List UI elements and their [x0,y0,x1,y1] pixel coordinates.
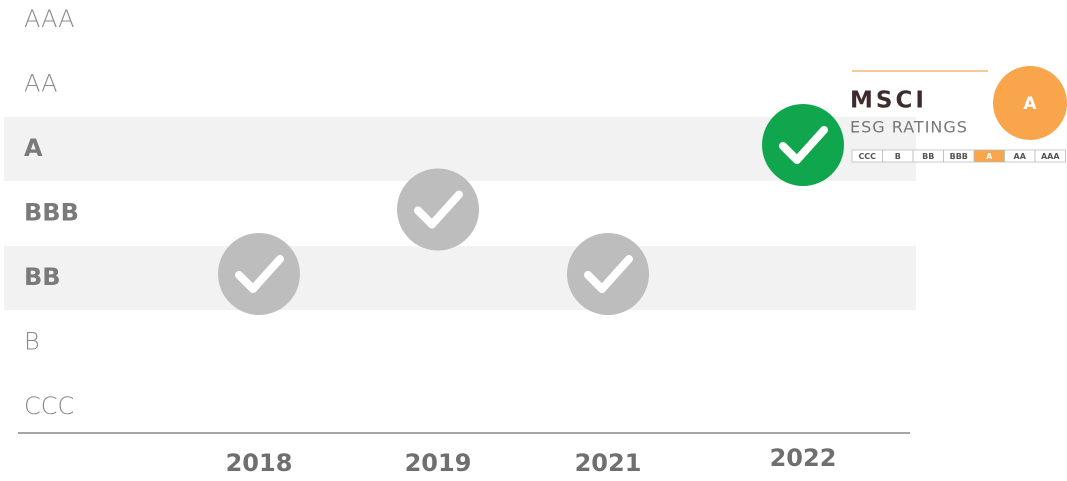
scale-label: CCC [858,152,876,161]
x-tick-label: 2018 [226,449,293,477]
scale-label: BB [922,152,934,161]
x-tick-label: 2019 [405,449,472,477]
scale-cell [1034,149,1066,163]
rating-label: BBB [24,199,79,227]
rating-dot [567,233,649,315]
check-icon [235,255,284,293]
check-icon [414,190,463,229]
rating-mark [762,104,844,186]
badge-brand: MSCI [850,88,927,114]
rating-label: A [24,134,43,162]
rating-label: CCC [24,392,74,420]
rating-label: BB [24,263,61,291]
x-tick-label: 2022 [770,444,837,472]
rating-dot [762,104,844,186]
rating-mark [218,233,300,315]
badge-subtitle: ESG RATINGS [850,118,968,137]
x-tick-label: 2021 [575,449,642,477]
rating-mark [567,233,649,315]
scale-label: B [895,152,901,161]
check-icon [779,126,828,164]
check-icon [584,255,633,293]
rating-label: B [24,328,40,356]
rating-dot [397,168,479,251]
rating-label: AAA [24,5,75,33]
badge-circle [993,66,1067,140]
scale-label: A [986,152,993,161]
scale-label: AA [1014,152,1027,161]
rating-mark [397,168,479,251]
scale-label: AAA [1041,152,1060,161]
badge-rating: A [1023,94,1037,114]
rating-dot [218,233,300,315]
scale-label: BBB [950,152,968,161]
rating-label: AA [24,70,58,98]
row-band [4,246,916,310]
